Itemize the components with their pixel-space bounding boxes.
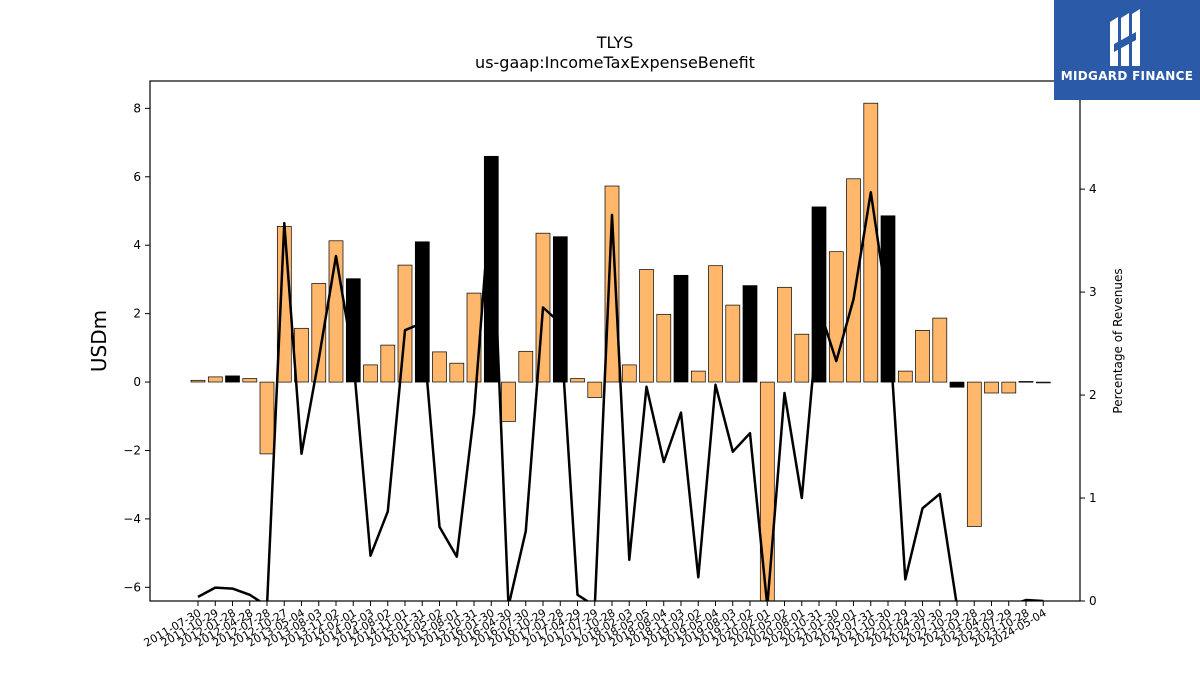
bar-2022-01-29 [897,370,913,383]
bar-2017-01-28 [552,236,568,383]
bar-2021-05-01 [846,178,861,383]
y-tick-label: 4 [133,238,141,252]
bar-2023-07-29 [1001,381,1017,394]
bar-2021-01-30 [828,251,844,383]
y2-tick-label: 1 [1089,491,1097,505]
bar-2014-08-02 [380,344,396,383]
bar-2022-10-29 [949,381,965,388]
y2-axis: 0 1 2 3 4 [1080,182,1097,608]
y-tick-label: −2 [123,443,141,457]
chart-subtitle: us-gaap:IncomeTaxExpenseBenefit [475,53,755,72]
bar-2012-07-28 [259,381,275,455]
y2-axis-label: Percentage of Revenues [1111,268,1125,413]
bar-2016-04-30 [501,381,516,422]
bar-2017-07-29 [587,381,603,398]
y-tick-label: −6 [123,580,141,594]
midgard-finance-logo: MIDGARD FINANCE [1054,0,1200,100]
bars-layer [190,102,1051,602]
y-tick-label: 6 [133,170,141,184]
chart-title: TLYS [596,33,634,52]
bar-2021-10-30 [880,215,896,383]
logo-brand-text: MIDGARD FINANCE [1060,69,1194,83]
y2-tick-label: 0 [1089,594,1097,608]
bar-2022-04-30 [915,330,930,383]
x-axis: 2011-07-302011-10-292012-01-282012-04-28… [142,601,1049,650]
y2-tick-label: 3 [1089,285,1097,299]
midgard-logo-icon [1110,9,1140,66]
bar-2015-05-02 [432,351,447,383]
bar-2015-08-01 [449,362,465,383]
bar-2011-10-29 [207,376,223,383]
plot-frame [149,80,1081,602]
y-axis-label: USDm [87,310,111,372]
bar-2018-11-03 [673,274,689,383]
bar-2019-02-02 [690,370,706,383]
bar-2014-11-01 [397,264,413,383]
y-tick-label: −4 [123,512,141,526]
revenue-percentage-line [197,187,1044,601]
bar-2012-01-28 [225,375,240,383]
bar-2012-04-28 [242,378,258,383]
bar-2019-08-03 [725,304,741,383]
bar-2018-08-04 [656,313,672,383]
bar-2014-05-03 [363,364,378,383]
bar-2019-05-04 [708,265,723,383]
bar-2023-01-28 [966,381,982,527]
y-tick-label: 2 [133,307,141,321]
bar-2019-11-02 [742,285,758,383]
bar-2023-10-28 [1018,381,1034,383]
bar-2017-10-28 [604,185,620,383]
y-axis: −6 −4 −2 0 2 4 6 8 [123,101,150,594]
bar-2021-07-31 [863,102,879,383]
bar-2014-02-01 [345,278,361,383]
bar-2013-08-03 [311,283,327,383]
bar-2020-08-01 [794,333,810,383]
bar-2018-02-03 [621,364,637,383]
bar-2016-07-30 [518,350,534,383]
bar-2022-07-30 [932,317,948,383]
y-tick-label: 0 [133,375,141,389]
y-tick-label: 8 [133,101,141,115]
bar-2015-01-31 [414,241,430,383]
bar-2024-05-04 [1035,381,1051,384]
bar-2017-04-29 [570,378,585,383]
y2-tick-label: 4 [1089,182,1097,196]
y2-tick-label: 2 [1089,388,1097,402]
bar-2023-04-29 [984,381,999,394]
bar-2011-07-30 [190,379,206,383]
bar-2020-05-02 [777,286,792,383]
line-layer [197,187,1044,601]
bar-2018-05-05 [639,269,654,383]
